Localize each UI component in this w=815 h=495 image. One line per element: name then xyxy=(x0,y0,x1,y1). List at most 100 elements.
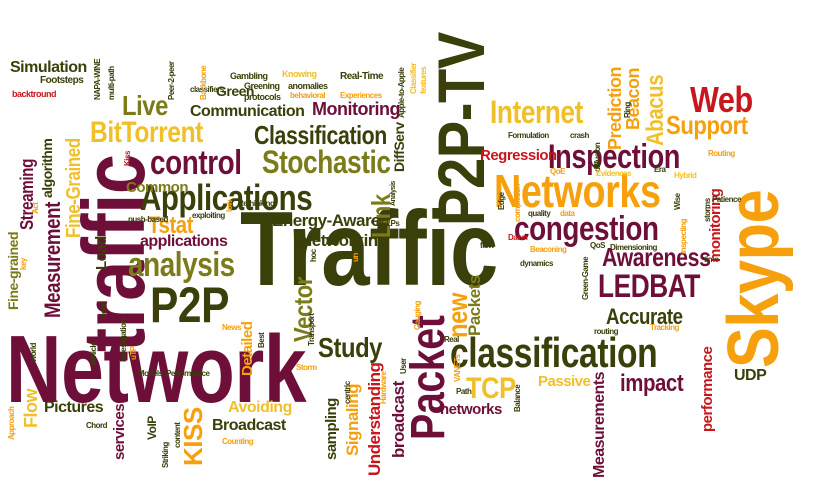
word-storms: storms xyxy=(703,198,712,222)
word-broadcast: Broadcast xyxy=(212,417,286,434)
word-classifiers: classifiers xyxy=(190,85,224,94)
word-approach: Approach xyxy=(7,406,16,440)
word-vanets: VANETs xyxy=(453,354,462,382)
word-flow: Flow xyxy=(21,389,41,428)
word-performance: performance xyxy=(699,346,716,432)
word-routing-lower: routing xyxy=(594,327,619,336)
word-beacon: Beacon xyxy=(623,67,643,130)
word-flow-small: flow xyxy=(480,241,495,250)
word-broadcast-vertical: broadcast xyxy=(389,381,408,458)
word-services: services xyxy=(111,403,128,460)
word-live: Live xyxy=(122,90,168,121)
word-key: key xyxy=(19,258,28,270)
word-ring: Ring xyxy=(623,102,632,118)
word-models: Models xyxy=(138,369,163,378)
word-dimensioning: Dimensioning xyxy=(610,243,657,252)
word-low: low xyxy=(225,200,234,212)
word-vehicle: Vehicle xyxy=(89,341,98,366)
word-push-based: push-based xyxy=(128,215,168,224)
word-support: Support xyxy=(666,110,748,140)
word-utp: uTP xyxy=(129,346,138,360)
word-content: content xyxy=(173,422,182,448)
word-qoe: QoE xyxy=(550,167,565,176)
word-prediction: Prediction xyxy=(605,66,625,150)
word-time: time xyxy=(704,255,719,264)
word-investigation: Investigation xyxy=(119,319,128,362)
word-passive: Passive xyxy=(538,373,591,390)
word-ledbat: LEDBAT xyxy=(598,268,701,304)
word-tracking: Tracking xyxy=(650,323,679,332)
word-green-game: Green-Game xyxy=(581,256,590,300)
word-centric: centric xyxy=(343,381,352,404)
word-transport: Transport xyxy=(307,313,316,346)
word-diffusion: diffusion xyxy=(593,142,602,172)
word-knowing: Knowing xyxy=(282,69,317,79)
word-monitoring: Monitoring xyxy=(312,99,400,119)
word-analysis-small: Analysis xyxy=(390,181,397,206)
word-anomalies: anomalies xyxy=(288,81,328,91)
word-p2p-tv: P2P-TV xyxy=(424,32,498,226)
word-data: data xyxy=(560,209,575,218)
word-patience: Patience xyxy=(712,195,741,204)
word-rethinking: Rethinking xyxy=(238,199,275,208)
word-peer-2-peer: Peer-2-peer xyxy=(167,61,176,100)
word-networks: Networks xyxy=(494,165,661,217)
word-load: Load xyxy=(93,236,110,270)
word-backbone: Backbone xyxy=(199,65,208,100)
word-best: Best xyxy=(257,332,266,348)
word-protocols: protocols xyxy=(244,92,281,102)
word-classification-2: Classification xyxy=(254,120,387,150)
word-internet: Internet xyxy=(490,94,583,130)
word-wise: Wise xyxy=(673,193,682,210)
word-applications: Applications xyxy=(140,177,313,218)
word-hardware: Hardware xyxy=(379,371,388,404)
word-greening: Greening xyxy=(244,81,280,91)
word-striking: Striking xyxy=(161,442,170,468)
word-storm: Storm xyxy=(296,363,317,372)
word-pictures: Pictures xyxy=(44,399,104,416)
word-classifier: Classifier xyxy=(409,62,418,94)
word-measurements: Measurements xyxy=(591,371,608,478)
word-dawn: Dawn xyxy=(508,233,528,242)
word-avoiding: Avoiding xyxy=(228,399,292,416)
word-formulation: Formulation xyxy=(508,131,549,140)
word-common: Common xyxy=(126,179,189,196)
word-completion: completion xyxy=(513,184,522,222)
word-control: control xyxy=(150,144,242,182)
word-behavioral: behavioral xyxy=(290,91,326,100)
word-inspecting: inspecting xyxy=(679,218,688,254)
word-tcp: TCP xyxy=(466,372,516,405)
word-evidences: Evidences xyxy=(596,169,632,178)
word-skype: Skype xyxy=(714,189,794,368)
word-experiences: Experiences xyxy=(340,91,382,100)
word-path: Path xyxy=(456,387,472,396)
word-udp: UDP xyxy=(734,367,767,384)
word-voip: VoIP xyxy=(145,416,159,440)
word-packets: Packets xyxy=(465,275,484,336)
word-era: Era xyxy=(654,165,666,174)
word-web: Web xyxy=(690,79,753,120)
word-real-time: Real-Time xyxy=(340,71,384,82)
word-networks-lower: networks xyxy=(440,401,502,418)
word-classification: classification xyxy=(450,329,658,376)
word-footsteps: Footsteps xyxy=(40,75,84,86)
word-gambling: Gambling xyxy=(230,71,268,81)
word-exploiting: exploiting xyxy=(192,211,225,220)
word-regression: Regression xyxy=(480,147,557,164)
word-gauging: Gauging xyxy=(413,301,422,330)
word-measurement: Measurement xyxy=(40,202,65,318)
word-qos: QoS xyxy=(590,241,605,250)
word-diffserv: DiffServ xyxy=(391,122,407,172)
word-simulation: Simulation xyxy=(10,59,87,76)
word-green: Green xyxy=(216,83,254,99)
word-backtround: backtround xyxy=(12,89,57,99)
word-beaconing: Beaconing xyxy=(530,245,567,254)
word-features: features xyxy=(419,66,428,94)
word-streaming: Streaming xyxy=(17,158,37,230)
word-bittorrent: BitTorrent xyxy=(90,116,203,149)
word-chord: Chord xyxy=(86,421,108,430)
word-need: need xyxy=(99,301,108,318)
word-stochastic: Stochastic xyxy=(262,144,391,180)
word-algorithm: algorithm xyxy=(39,138,55,198)
word-performance-small: Performance xyxy=(166,369,210,378)
